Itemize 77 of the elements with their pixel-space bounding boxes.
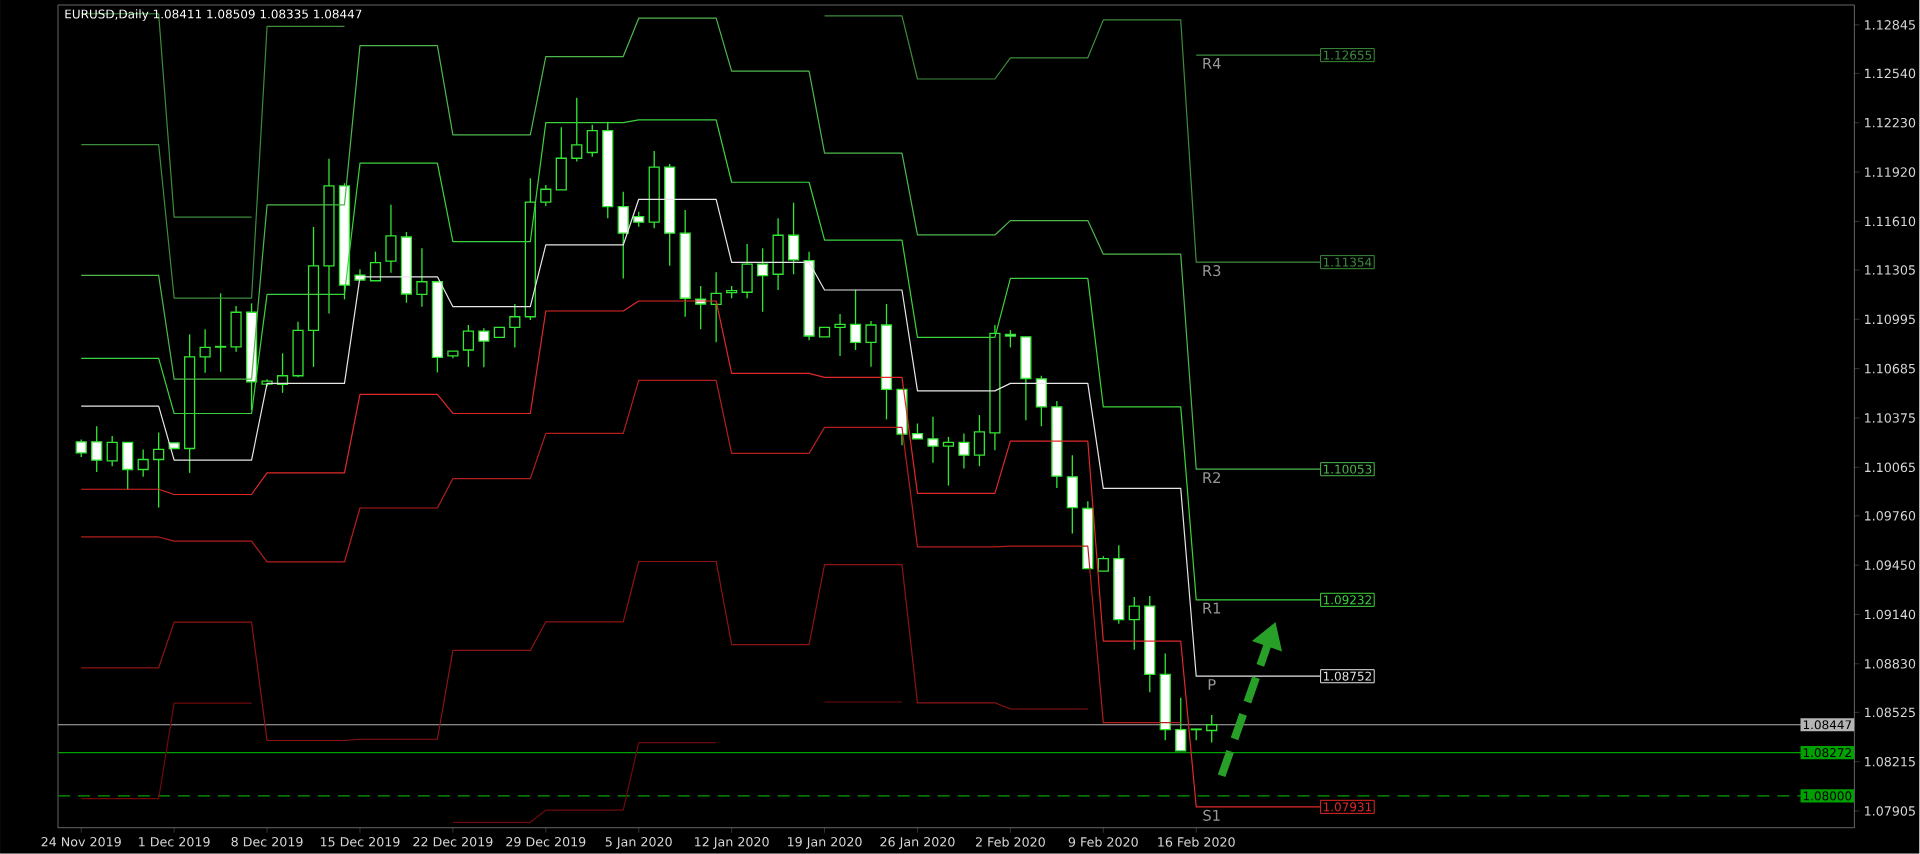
x-tick-label: 2 Feb 2020 [975,837,1045,847]
candlestick [199,328,211,374]
annotation: 1.07931 [1323,802,1372,812]
y-tick-label: 1.11920 [1865,167,1916,178]
candlestick [1066,454,1078,535]
candlestick [803,251,815,341]
x-tick-label: 22 Dec 2019 [413,837,493,847]
candlestick [865,320,877,368]
y-tick-label: 1.10995 [1865,314,1915,325]
annotation: 1.12655 [1323,50,1372,60]
candlestick [122,441,134,491]
candlestick [1097,555,1109,572]
y-tick-label: 1.11305 [1865,265,1915,275]
annotation: 1.10053 [1323,464,1372,474]
candlestick [958,433,970,470]
x-tick-label: 19 Jan 2020 [788,837,862,850]
candlestick [1051,400,1063,489]
x-tick-label: 29 Dec 2019 [506,837,586,847]
candlestick [184,333,196,474]
y-tick-label: 1.12845 [1865,20,1915,30]
x-tick-label: 15 Dec 2019 [320,837,400,847]
candlestick [323,158,335,315]
x-tick-label: 24 Nov 2019 [41,837,121,847]
ref-line-label: 1.08447 [1803,720,1852,730]
x-tick-label: 16 Feb 2020 [1158,837,1235,847]
candlestick [772,217,784,291]
y-tick-label: 1.09450 [1865,560,1916,571]
y-tick-label: 1.12540 [1865,68,1916,79]
series-label: R4 [1203,58,1221,69]
candlestick [1175,697,1187,752]
series-label: R3 [1203,265,1221,277]
y-tick-label: 1.08525 [1865,707,1915,718]
candlestick [834,313,846,357]
candlestick [741,243,753,300]
y-tick-label: 1.08215 [1865,757,1915,767]
candlestick [307,226,320,368]
y-tick-label: 1.09140 [1865,609,1916,620]
x-tick-label: 5 Jan 2020 [605,837,672,850]
y-tick-label: 1.10065 [1865,462,1915,473]
annotation: 1.11354 [1323,257,1372,267]
y-tick-label: 1.08830 [1865,659,1916,669]
candlestick [292,321,304,379]
candlestick [478,327,490,369]
y-tick-label: 1.07905 [1865,806,1915,816]
candlestick [679,209,691,318]
candlestick [447,350,459,360]
series-label: P [1208,679,1216,690]
candlestick [989,324,1001,452]
candlestick [230,305,242,353]
chart-title: EURUSD,Daily 1.08411 1.08509 1.08335 1.08447 [65,9,362,21]
series-label: R2 [1203,472,1220,484]
y-tick-label: 1.09760 [1865,511,1916,521]
x-tick-label: 12 Jan 2020 [695,837,769,850]
series-label: R1 [1203,602,1221,614]
candlestick [555,126,567,191]
ref-line-label: 1.08000 [1803,791,1852,801]
candlestick [927,416,939,464]
y-tick-label: 1.10685 [1865,363,1915,374]
candlestick [1020,336,1032,421]
x-tick-label: 9 Feb 2020 [1068,837,1138,847]
annotation: 1.08752 [1323,671,1372,681]
candlestick [571,97,583,163]
x-tick-label: 26 Jan 2020 [880,837,955,850]
candlestick [416,247,428,308]
candlestick [385,204,397,274]
y-tick-label: 1.12230 [1865,118,1916,128]
annotation: 1.09232 [1323,595,1372,605]
candlestick [880,303,893,421]
series-label: S1 [1203,809,1220,822]
candlestick [214,292,227,373]
candlestick [493,326,505,339]
y-tick-label: 1.10375 [1865,413,1915,423]
candlestick [818,326,831,338]
y-tick-label: 1.11610 [1865,216,1916,227]
ref-line-label: 1.08272 [1803,748,1851,758]
x-tick-label: 8 Dec 2019 [231,837,303,847]
x-tick-label: 1 Dec 2019 [139,837,210,847]
